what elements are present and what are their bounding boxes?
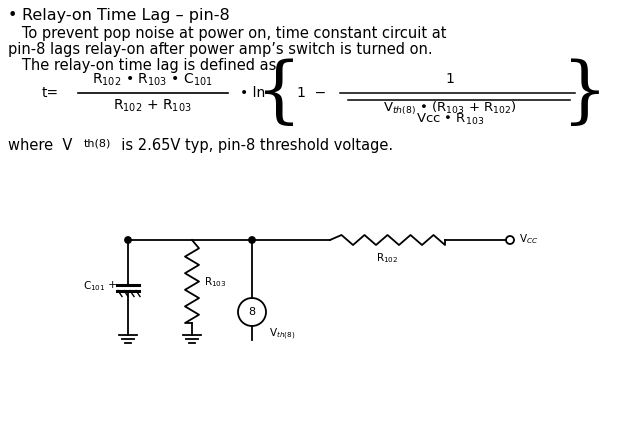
- Text: }: }: [562, 59, 608, 129]
- Text: Vcc • R$_{103}$: Vcc • R$_{103}$: [416, 111, 484, 126]
- Text: • ln: • ln: [240, 86, 265, 100]
- Text: V$_{th(8)}$ • (R$_{103}$ + R$_{102}$): V$_{th(8)}$ • (R$_{103}$ + R$_{102}$): [383, 99, 517, 117]
- Text: The relay-on time lag is defined as: The relay-on time lag is defined as: [8, 58, 276, 73]
- Text: where  V: where V: [8, 138, 72, 153]
- Text: V$_{CC}$: V$_{CC}$: [519, 232, 538, 246]
- Text: 1: 1: [445, 72, 454, 86]
- Text: R$_{102}$ + R$_{103}$: R$_{102}$ + R$_{103}$: [113, 98, 191, 114]
- Text: t=: t=: [42, 86, 59, 100]
- Text: +: +: [108, 280, 116, 289]
- Text: •: •: [8, 8, 17, 23]
- Text: R$_{102}$ • R$_{103}$ • C$_{101}$: R$_{102}$ • R$_{103}$ • C$_{101}$: [92, 72, 212, 88]
- Text: is 2.65V typ, pin-8 threshold voltage.: is 2.65V typ, pin-8 threshold voltage.: [112, 138, 393, 153]
- Text: R$_{103}$: R$_{103}$: [204, 276, 227, 289]
- Text: V$_{th(8)}$: V$_{th(8)}$: [269, 327, 295, 342]
- Text: th(8): th(8): [84, 138, 111, 148]
- Circle shape: [125, 237, 131, 243]
- Text: pin-8 lags relay-on after power amp’s switch is turned on.: pin-8 lags relay-on after power amp’s sw…: [8, 42, 433, 57]
- Text: To prevent pop noise at power on, time constant circuit at: To prevent pop noise at power on, time c…: [8, 26, 447, 41]
- Text: 1  −: 1 −: [297, 86, 326, 100]
- Text: {: {: [256, 59, 302, 129]
- Circle shape: [249, 237, 255, 243]
- Text: C$_{101}$: C$_{101}$: [83, 280, 106, 293]
- Text: Relay-on Time Lag – pin-8: Relay-on Time Lag – pin-8: [22, 8, 230, 23]
- Text: 8: 8: [248, 307, 255, 317]
- Text: R$_{102}$: R$_{102}$: [376, 251, 399, 265]
